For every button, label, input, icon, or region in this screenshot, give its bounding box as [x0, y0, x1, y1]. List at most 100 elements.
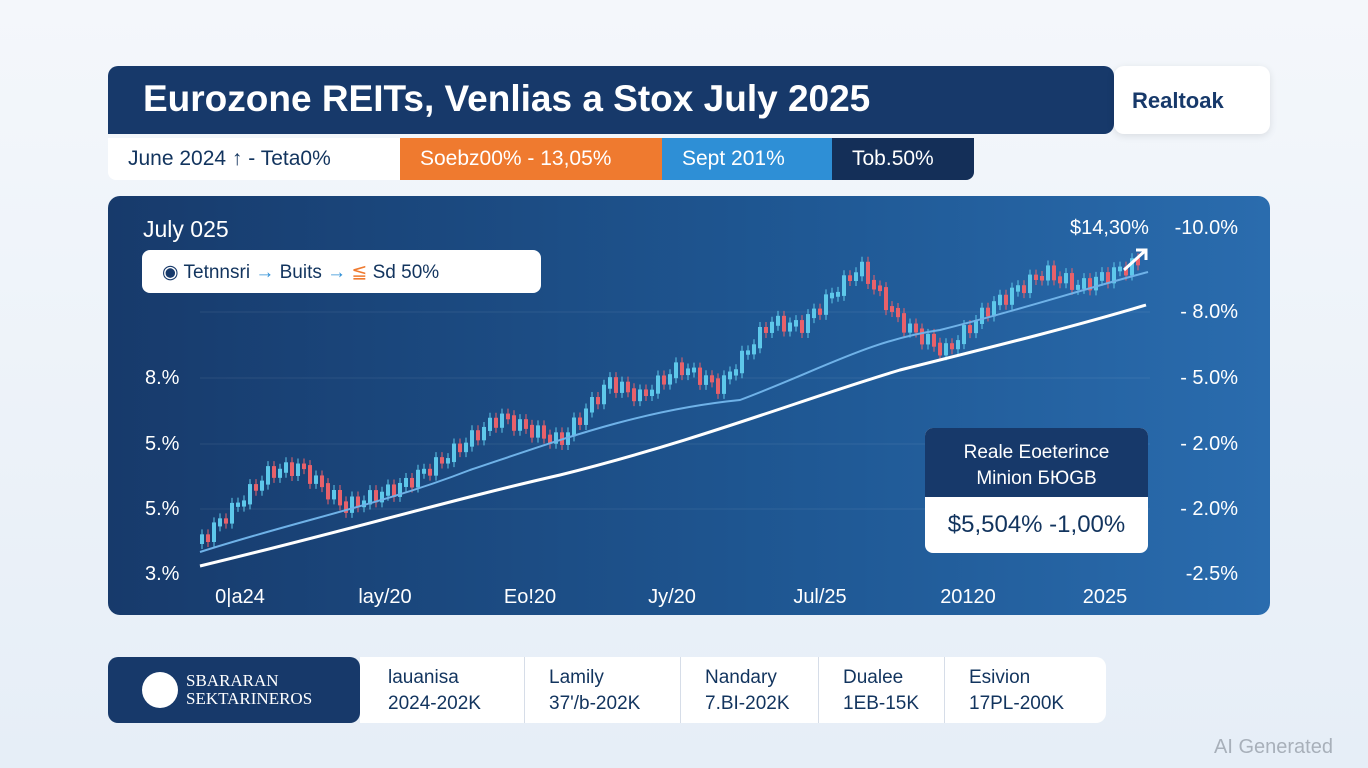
candle: [254, 484, 258, 491]
candle: [1094, 276, 1098, 291]
candle: [1124, 266, 1128, 276]
candle: [1088, 278, 1092, 291]
candle: [380, 491, 384, 503]
candle: [1064, 273, 1068, 284]
info-value: $5,504% -1,00%: [947, 511, 1126, 538]
candle: [644, 389, 648, 397]
info-title: Reale Eoeterince: [963, 442, 1110, 463]
candle: [992, 301, 996, 317]
tab[interactable]: Tob.50%: [832, 138, 974, 180]
candle: [218, 518, 222, 527]
tab[interactable]: Soebz00% - 13,05%: [400, 138, 662, 180]
legend-entry: Buits: [279, 262, 322, 283]
candle: [902, 313, 906, 333]
candle: [758, 327, 762, 349]
info-header: Reale Eoeterince Minion БЮGB: [925, 428, 1148, 497]
candle: [770, 321, 774, 333]
candle: [950, 343, 954, 350]
candle: [440, 457, 444, 464]
candle: [1058, 276, 1062, 284]
x-label: Jy/20: [648, 586, 696, 608]
candle: [272, 466, 276, 478]
candle: [410, 477, 414, 488]
candle: [530, 424, 534, 438]
candle: [590, 397, 594, 413]
candle: [674, 362, 678, 379]
candle: [974, 319, 978, 334]
candle: [740, 350, 744, 374]
candle: [1040, 276, 1044, 281]
info-box: Reale Eoeterince Minion БЮGB $5,504% -1,…: [925, 428, 1148, 553]
candle: [1004, 294, 1008, 305]
candle: [884, 287, 888, 311]
candle: [722, 375, 726, 394]
footer-col: Esivion 17PL-200K: [944, 657, 1106, 723]
candle: [554, 432, 558, 444]
candle: [836, 291, 840, 297]
candle: [668, 374, 672, 385]
candle: [536, 425, 540, 438]
col-value: 17PL-200K: [969, 693, 1065, 714]
candle: [428, 468, 432, 476]
candle: [542, 425, 546, 439]
candle: [1046, 265, 1050, 281]
candle: [680, 362, 684, 376]
candle: [788, 322, 792, 332]
candle: [524, 419, 528, 429]
candle: [356, 496, 360, 508]
x-label: 20120: [940, 586, 996, 608]
candle: [326, 483, 330, 500]
candle: [1022, 285, 1026, 294]
right-label: -2.5%: [1185, 563, 1238, 585]
left-label: 8.%: [145, 367, 180, 389]
candle: [248, 484, 252, 505]
candle: [260, 480, 264, 491]
candle: [578, 417, 582, 425]
x-label: lay/20: [358, 586, 412, 608]
candle: [716, 378, 720, 394]
candle: [404, 477, 408, 487]
candle: [548, 434, 552, 444]
right-label: -10.0%: [1174, 217, 1238, 239]
candle: [734, 369, 738, 376]
legend-entry: Sd 50%: [372, 262, 440, 283]
candle: [302, 463, 306, 470]
candle: [704, 375, 708, 385]
x-label: 2025: [1082, 586, 1128, 608]
candle: [452, 443, 456, 463]
panel-subtitle: July 025: [143, 216, 229, 242]
candle: [266, 466, 270, 485]
footer-col: Dualee 1EB-15K: [818, 657, 944, 723]
candle: [896, 307, 900, 318]
candle: [608, 377, 612, 389]
candle: [1028, 274, 1032, 294]
x-label: 0|a24: [215, 586, 265, 608]
logo-box: [1114, 66, 1270, 134]
brand-text: SBARARAN SEKTARINEROS: [186, 672, 312, 708]
candle: [764, 327, 768, 333]
tab[interactable]: June 2024 ↑ - Teta0%: [108, 138, 400, 180]
candle: [1076, 284, 1080, 290]
candle: [374, 490, 378, 503]
candle: [362, 500, 366, 508]
candle: [848, 275, 852, 282]
x-label: Eo!20: [503, 586, 557, 608]
title-bar: [108, 66, 1114, 134]
candle: [878, 285, 882, 292]
logo: Realtoak: [1132, 88, 1224, 113]
candle: [794, 320, 798, 327]
candle: [806, 314, 810, 333]
col-label: lauanisa: [388, 667, 459, 688]
candle: [572, 417, 576, 437]
tab[interactable]: Sept 201%: [662, 138, 832, 180]
candle: [776, 315, 780, 326]
candle: [506, 413, 510, 420]
col-label: Nandary: [705, 667, 777, 688]
col-value: 2024-202K: [388, 693, 481, 714]
info-subtitle: Minion БЮGB: [976, 468, 1097, 489]
candle: [1016, 285, 1020, 292]
candle: [614, 377, 618, 393]
candle: [230, 502, 234, 524]
